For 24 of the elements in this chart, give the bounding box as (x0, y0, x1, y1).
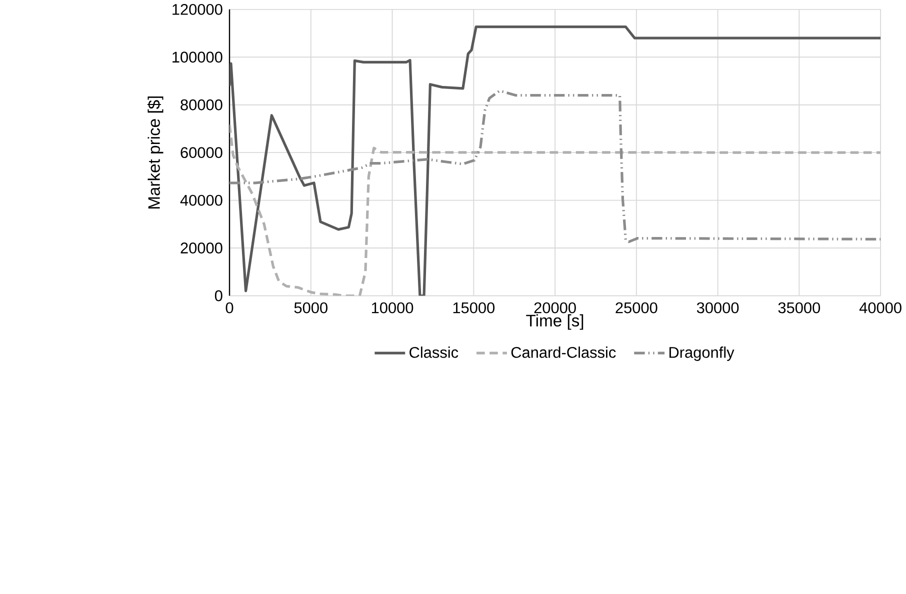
y-tick-label: 80000 (180, 99, 222, 110)
x-tick-label: 25000 (616, 302, 658, 314)
y-tick-label: 40000 (180, 194, 222, 206)
y-tick-label: 20000 (180, 242, 222, 254)
legend-label: Dragonfly (669, 346, 734, 361)
x-tick-label: 20000 (534, 302, 576, 314)
x-axis-title: Time [s] (526, 314, 584, 330)
x-tick-label: 40000 (859, 302, 902, 314)
x-tick-label: 0 (226, 302, 234, 314)
line-series (230, 123, 881, 296)
y-tick-label: 0 (214, 290, 222, 302)
line-series (230, 89, 881, 244)
x-tick-label: 35000 (778, 302, 820, 314)
x-tick-label: 15000 (453, 302, 495, 314)
y-tick-label: 100000 (172, 52, 222, 63)
x-tick-label: 30000 (696, 302, 739, 314)
x-tick-label: 10000 (372, 302, 414, 314)
y-tick-label: 120000 (172, 4, 222, 15)
x-tick-label: 5000 (294, 302, 328, 314)
y-axis-title: Market price [$] (147, 96, 164, 209)
line-series (230, 26, 881, 296)
y-tick-label: 60000 (180, 147, 222, 158)
legend-label: Classic (410, 346, 458, 358)
legend-label: Canard-Classic (511, 346, 616, 358)
